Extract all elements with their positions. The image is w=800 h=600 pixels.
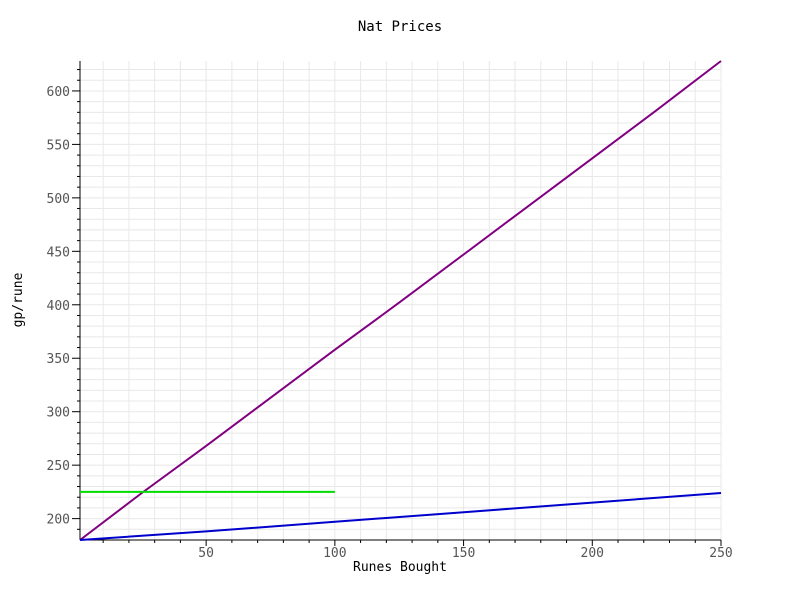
series-lines [79, 60, 722, 541]
y-tick-label: 450 [47, 245, 70, 260]
tick-marks [72, 69, 722, 546]
x-axis-label: Runes Bought [353, 560, 447, 575]
y-tick-label: 550 [47, 138, 70, 153]
series-line-2 [79, 492, 722, 541]
x-tick-label: 250 [709, 546, 732, 561]
series-line-1 [79, 60, 722, 541]
y-axis-label: gp/rune [11, 272, 26, 327]
y-tick-label: 300 [47, 406, 70, 421]
y-tick-label: 400 [47, 299, 70, 314]
y-tick-label: 350 [47, 352, 70, 367]
axes [79, 61, 721, 541]
x-tick-label: 50 [198, 546, 214, 561]
y-tick-label: 500 [47, 192, 70, 207]
grid [80, 61, 722, 540]
tick-labels: 50 100 150 200 250 200 250 300 350 400 450 500 550 60… [47, 85, 733, 561]
y-tick-label: 250 [47, 459, 70, 474]
x-tick-label: 150 [452, 546, 475, 561]
x-tick-label: 200 [581, 546, 604, 561]
x-tick-label: 100 [323, 546, 346, 561]
chart-title: Nat Prices [358, 19, 442, 35]
y-tick-label: 200 [47, 513, 70, 528]
y-tick-label: 600 [47, 85, 70, 100]
